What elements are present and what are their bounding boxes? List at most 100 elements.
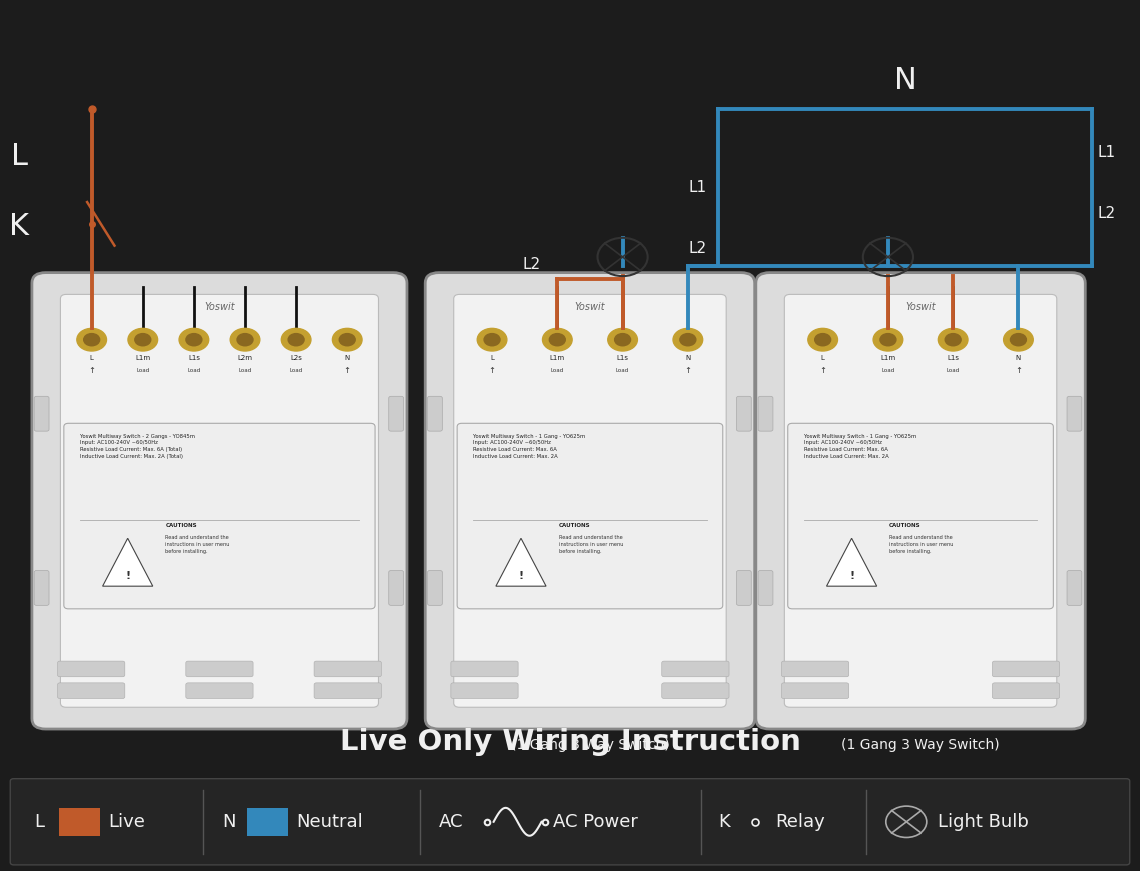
Text: N: N (222, 813, 236, 831)
FancyBboxPatch shape (758, 396, 773, 431)
Text: K: K (718, 813, 730, 831)
Polygon shape (496, 538, 546, 586)
FancyBboxPatch shape (425, 273, 755, 729)
Circle shape (288, 334, 304, 346)
Circle shape (333, 328, 363, 351)
Text: Load: Load (187, 368, 201, 374)
Text: Load: Load (290, 368, 303, 374)
FancyBboxPatch shape (788, 423, 1053, 609)
Circle shape (1003, 328, 1033, 351)
Text: ↑: ↑ (88, 366, 95, 375)
Text: AC Power: AC Power (553, 813, 637, 831)
Circle shape (549, 334, 565, 346)
Text: ↑: ↑ (820, 366, 826, 375)
FancyBboxPatch shape (64, 423, 375, 609)
Circle shape (880, 334, 896, 346)
Text: L1m: L1m (549, 355, 565, 361)
Circle shape (873, 328, 903, 351)
FancyBboxPatch shape (428, 396, 442, 431)
FancyBboxPatch shape (736, 571, 751, 605)
FancyBboxPatch shape (1067, 571, 1082, 605)
Text: Load: Load (946, 368, 960, 374)
Text: L1: L1 (689, 179, 707, 195)
Text: Load: Load (616, 368, 629, 374)
Circle shape (340, 334, 356, 346)
Circle shape (478, 328, 507, 351)
Text: Yoswit: Yoswit (575, 302, 605, 313)
FancyBboxPatch shape (34, 396, 49, 431)
Text: L: L (34, 813, 44, 831)
FancyBboxPatch shape (784, 294, 1057, 707)
Text: ↑: ↑ (684, 366, 691, 375)
Text: N: N (685, 355, 691, 361)
Text: ↑: ↑ (489, 366, 496, 375)
Text: L2: L2 (522, 257, 540, 272)
FancyBboxPatch shape (457, 423, 723, 609)
Circle shape (83, 334, 99, 346)
Text: Load: Load (238, 368, 252, 374)
Circle shape (679, 334, 695, 346)
FancyBboxPatch shape (314, 661, 381, 677)
FancyBboxPatch shape (247, 808, 288, 836)
Text: CAUTIONS: CAUTIONS (889, 523, 921, 528)
Text: L2: L2 (689, 240, 707, 256)
Text: L1m: L1m (880, 355, 896, 361)
FancyBboxPatch shape (186, 683, 253, 699)
Text: N: N (894, 66, 917, 95)
FancyBboxPatch shape (10, 779, 1130, 865)
FancyBboxPatch shape (450, 683, 518, 699)
FancyBboxPatch shape (314, 683, 381, 699)
Text: N: N (1016, 355, 1021, 361)
Circle shape (543, 328, 572, 351)
Text: Live Only Wiring Instruction: Live Only Wiring Instruction (340, 728, 800, 756)
FancyBboxPatch shape (661, 683, 730, 699)
Text: Yoswit Multiway Switch - 2 Gangs - YO845m
Input: AC100-240V ~60/50Hz
Resistive L: Yoswit Multiway Switch - 2 Gangs - YO845… (80, 434, 195, 458)
Text: L: L (11, 142, 28, 172)
Text: AC: AC (439, 813, 463, 831)
FancyBboxPatch shape (389, 396, 404, 431)
Circle shape (230, 328, 260, 351)
Text: Relay: Relay (775, 813, 825, 831)
FancyBboxPatch shape (736, 396, 751, 431)
FancyBboxPatch shape (782, 683, 849, 699)
Text: Yoswit: Yoswit (204, 302, 235, 313)
FancyBboxPatch shape (389, 571, 404, 605)
FancyBboxPatch shape (32, 273, 407, 729)
Text: Load: Load (136, 368, 149, 374)
Circle shape (614, 334, 630, 346)
FancyBboxPatch shape (57, 683, 125, 699)
Text: L1: L1 (1098, 145, 1116, 160)
Text: Yoswit Multiway Switch - 1 Gang - YO625m
Input: AC100-240V ~60/50Hz
Resistive Lo: Yoswit Multiway Switch - 1 Gang - YO625m… (804, 434, 915, 458)
Text: L1s: L1s (617, 355, 628, 361)
Text: K: K (8, 212, 29, 241)
Text: Load: Load (551, 368, 564, 374)
Circle shape (938, 328, 968, 351)
Text: L1s: L1s (188, 355, 200, 361)
Text: Light Bulb: Light Bulb (938, 813, 1029, 831)
Text: L2m: L2m (237, 355, 252, 361)
Text: ↑: ↑ (344, 366, 351, 375)
FancyBboxPatch shape (993, 661, 1060, 677)
Circle shape (608, 328, 637, 351)
FancyBboxPatch shape (782, 661, 849, 677)
Polygon shape (103, 538, 153, 586)
FancyBboxPatch shape (661, 661, 730, 677)
Circle shape (282, 328, 311, 351)
Text: Yoswit Multiway Switch - 1 Gang - YO625m
Input: AC100-240V ~60/50Hz
Resistive Lo: Yoswit Multiway Switch - 1 Gang - YO625m… (473, 434, 585, 458)
FancyBboxPatch shape (59, 808, 100, 836)
Text: L: L (821, 355, 824, 361)
Polygon shape (826, 538, 877, 586)
FancyBboxPatch shape (756, 273, 1085, 729)
Text: ↑: ↑ (1015, 366, 1021, 375)
Text: L2: L2 (1098, 206, 1116, 221)
Text: !: ! (849, 571, 854, 581)
FancyBboxPatch shape (60, 294, 378, 707)
Text: (1 Gang 3 Way Switch): (1 Gang 3 Way Switch) (841, 738, 1000, 752)
Circle shape (945, 334, 961, 346)
FancyBboxPatch shape (186, 661, 253, 677)
FancyBboxPatch shape (450, 661, 518, 677)
Text: CAUTIONS: CAUTIONS (165, 523, 197, 528)
Text: Read and understand the
instructions in user menu
before installing.: Read and understand the instructions in … (165, 536, 229, 553)
FancyBboxPatch shape (1067, 396, 1082, 431)
Circle shape (135, 334, 150, 346)
